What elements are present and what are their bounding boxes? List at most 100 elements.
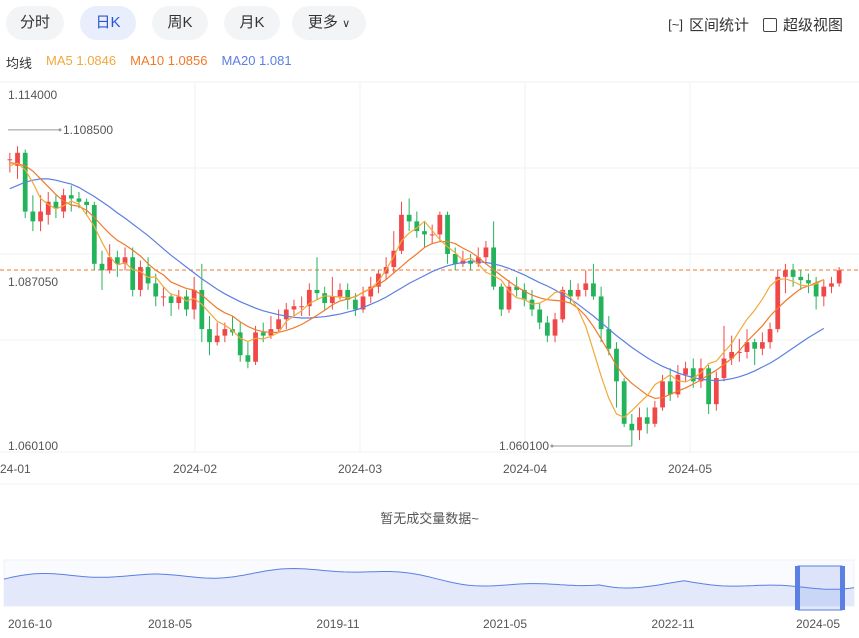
candle-body: [176, 296, 182, 303]
candle-body: [483, 247, 489, 258]
candle-body: [299, 306, 305, 308]
expand-icon: [762, 17, 777, 32]
candle-body: [591, 283, 596, 297]
candle-body: [368, 286, 374, 297]
candle-body: [445, 214, 450, 254]
candle-body: [399, 214, 404, 251]
ma20-value: MA20 1.081: [221, 53, 292, 68]
candle-body: [306, 289, 312, 307]
candle-body: [568, 289, 573, 297]
overview-x-tick: 2021-05: [483, 617, 527, 631]
candle-body: [767, 329, 773, 343]
candle-body: [245, 355, 251, 362]
ma10-line: [9, 162, 825, 399]
candle-body: [752, 342, 758, 349]
ma5-line: [9, 162, 825, 418]
candle-body: [698, 368, 704, 382]
chevron-down-icon: ∨: [342, 18, 351, 30]
candle-body: [598, 296, 604, 330]
high-marker-dot: [58, 128, 62, 132]
candle-body: [790, 270, 796, 277]
candle-body: [329, 296, 335, 303]
candle-body: [806, 280, 811, 284]
candle-body: [253, 332, 258, 362]
overview-x-tick: 2024-05: [796, 617, 840, 631]
candle-body: [429, 234, 435, 236]
candle-body: [114, 257, 120, 264]
range-stat-button[interactable]: [~] 区间统计: [668, 17, 749, 34]
candle-body: [629, 423, 635, 431]
candle-body: [207, 329, 212, 343]
overview-x-tick: 2016-10: [8, 617, 52, 631]
tab-daily[interactable]: 日K: [80, 6, 136, 40]
candle-body: [575, 289, 581, 297]
candle-body: [660, 381, 665, 408]
candle-body: [491, 247, 496, 287]
x-tick-label: 2024-04: [503, 462, 547, 476]
candle-body: [237, 332, 243, 356]
candle-body: [15, 152, 20, 166]
candle-body: [667, 381, 673, 395]
candle-body: [161, 296, 166, 298]
candle-body: [798, 276, 804, 281]
candle-body: [68, 195, 74, 199]
candle-body: [276, 319, 281, 330]
candle-body: [260, 332, 266, 336]
candle-body: [283, 309, 289, 320]
candle-body: [191, 289, 197, 310]
candle-body: [91, 205, 97, 264]
x-tick-label: 24-01: [0, 462, 31, 476]
candle-body: [652, 407, 658, 424]
candle-body: [744, 342, 750, 352]
tab-monthly[interactable]: 月K: [224, 6, 280, 40]
candle-body: [583, 283, 589, 290]
y-label-top: 1.114000: [8, 88, 57, 102]
candle-body: [644, 417, 650, 424]
overview-handle-right[interactable]: [840, 566, 845, 610]
tab-minute[interactable]: 分时: [6, 6, 64, 40]
candle-body: [222, 329, 228, 336]
candle-body: [736, 351, 742, 353]
overview-selection[interactable]: [797, 565, 843, 611]
candle-body: [360, 296, 366, 310]
candle-body: [498, 286, 504, 310]
candle-body: [30, 211, 36, 222]
candle-body: [783, 270, 788, 277]
overview-handle-left[interactable]: [795, 566, 800, 610]
candle-body: [130, 257, 136, 290]
candle-body: [713, 378, 719, 405]
candle-body: [821, 286, 827, 297]
candle-body: [107, 257, 113, 271]
candle-body: [61, 195, 66, 212]
candle-body: [506, 286, 512, 310]
candle-body: [544, 322, 550, 336]
x-tick-label: 2024-02: [173, 462, 217, 476]
super-view-button[interactable]: 超级视图: [762, 14, 843, 35]
candle-body: [721, 358, 727, 379]
candle-body: [521, 289, 527, 300]
tab-more[interactable]: 更多 ∨: [292, 6, 366, 40]
toolbar: [~] 区间统计 超级视图: [668, 14, 843, 35]
candle-body: [437, 214, 443, 235]
candle-body: [829, 283, 834, 287]
candle-body: [153, 283, 159, 297]
ma-label: 均线: [6, 56, 33, 71]
tab-weekly[interactable]: 周K: [152, 6, 208, 40]
candle-body: [376, 273, 381, 287]
high-marker-label: 1.108500: [63, 123, 113, 137]
candle-body: [337, 289, 343, 297]
candle-body: [291, 306, 297, 310]
candle-body: [606, 329, 612, 349]
candle-body: [184, 296, 189, 310]
candle-body: [414, 221, 420, 232]
candle-body: [345, 289, 351, 300]
candle-body: [706, 368, 711, 405]
ma-legend: 均线 MA5 1.0846 MA10 1.0856 MA20 1.081: [6, 53, 292, 72]
candle-body: [138, 267, 143, 290]
candle-body: [813, 283, 819, 297]
candle-body: [168, 296, 174, 303]
volume-empty-text: 暂无成交量数据~: [380, 511, 479, 526]
candle-body: [729, 351, 735, 359]
candle-body: [7, 159, 13, 161]
